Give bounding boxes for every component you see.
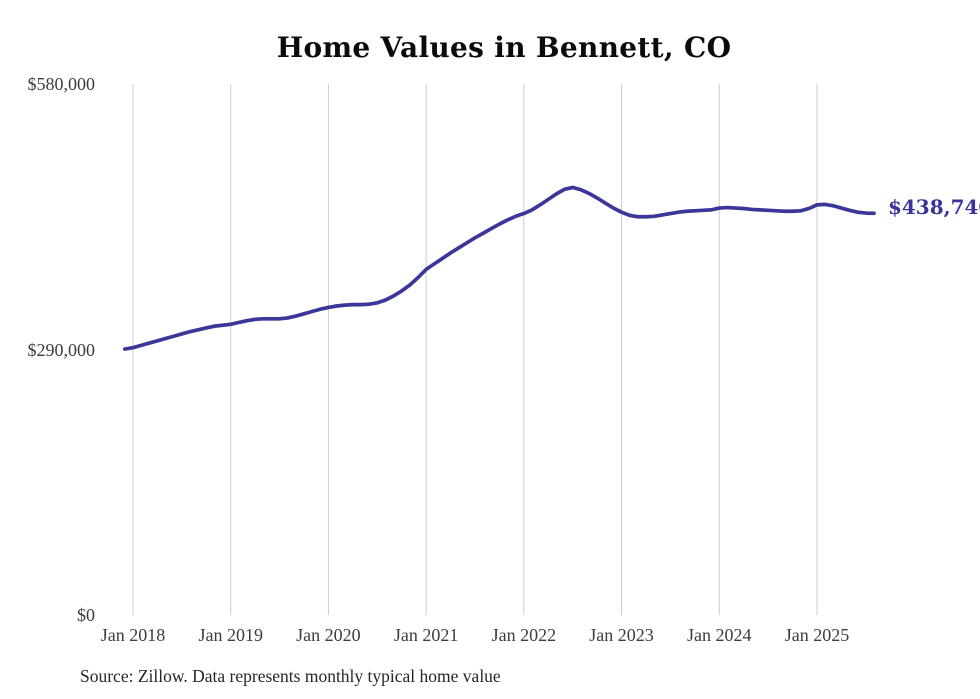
y-tick-label: $580,000 (27, 74, 96, 94)
chart-title: Home Values in Bennett, CO (276, 31, 732, 64)
y-tick-label: $290,000 (27, 339, 96, 360)
x-tick-label: Jan 2020 (296, 625, 361, 645)
x-tick-label: Jan 2024 (687, 625, 752, 645)
latest-value-label: $438,740 (887, 195, 980, 220)
x-tick-label: Jan 2021 (393, 625, 459, 645)
source-note: Source: Zillow. Data represents monthly … (80, 666, 501, 686)
x-tick-label: Jan 2025 (784, 625, 850, 645)
x-tick-label: Jan 2023 (589, 625, 654, 645)
x-tick-label: Jan 2019 (198, 625, 263, 645)
y-tick-label: $0 (77, 605, 95, 625)
x-tick-label: Jan 2018 (100, 625, 166, 645)
home-value-line (123, 185, 876, 351)
x-tick-label: Jan 2022 (491, 625, 557, 645)
